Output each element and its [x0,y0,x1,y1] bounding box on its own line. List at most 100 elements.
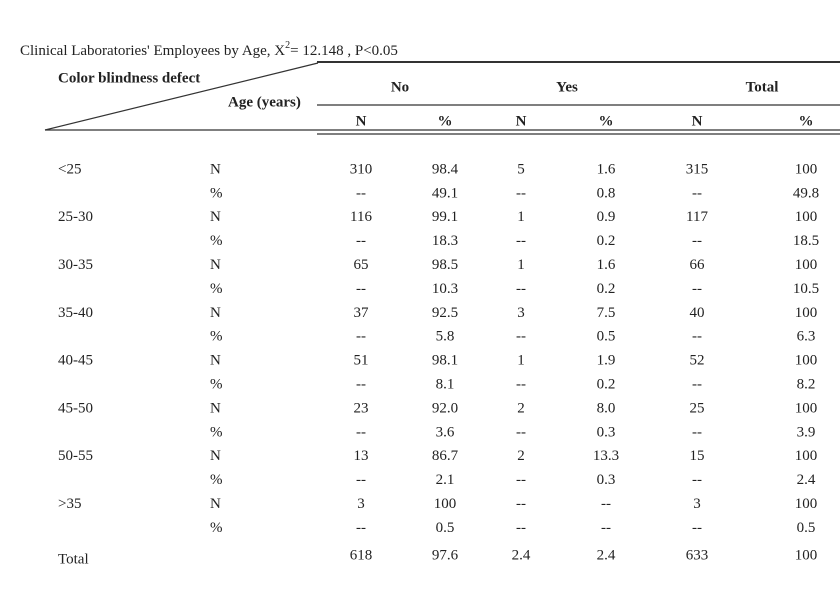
cell: 65 [354,257,369,273]
subheader: % [599,113,614,129]
cell: 15 [690,448,705,464]
cell: 0.9 [597,209,616,225]
cell: 8.1 [436,377,455,393]
cell: 100 [795,209,818,225]
cell: -- [356,472,366,488]
cell: 2.1 [436,472,455,488]
cell: 315 [686,161,709,177]
cell: 618 [350,547,373,563]
row-label: <25 [58,161,81,177]
cell: -- [692,185,702,201]
group-header: Yes [556,79,578,95]
title-sup: 2 [285,40,290,51]
row-label: 50-55 [58,448,93,464]
subheader: % [438,113,453,129]
cell: 52 [690,353,705,369]
group-header: Total [746,79,779,95]
cell: 99.1 [432,209,458,225]
cell: 97.6 [432,547,459,563]
cell: 0.2 [597,377,616,393]
cell: 100 [795,305,818,321]
cell: 10.5 [793,281,819,297]
row-type: % [210,424,223,440]
cell: 100 [795,496,818,512]
row-type: % [210,472,223,488]
cell: -- [356,329,366,345]
row-label: 40-45 [58,353,93,369]
cell: -- [356,185,366,201]
row-type: N [210,353,221,369]
row-type: N [210,496,221,512]
cell: 5.8 [436,329,455,345]
cell: 40 [690,305,705,321]
group-header: No [391,79,409,95]
subheader: N [516,113,527,129]
cell: 8.2 [797,377,816,393]
cell: -- [516,185,526,201]
cell: 100 [795,400,818,416]
cell: 7.5 [597,305,616,321]
cell: 0.5 [797,520,816,536]
cell: 23 [354,400,369,416]
cell: -- [356,233,366,249]
row-type: N [210,209,221,225]
title-text: Clinical Laboratories' Employees by Age,… [20,43,285,59]
cell: -- [516,281,526,297]
cell: -- [516,520,526,536]
cell: 100 [795,161,818,177]
cell: -- [692,281,702,297]
cell: 3.9 [797,424,816,440]
cell: 92.5 [432,305,458,321]
row-type: % [210,520,223,536]
cell: 100 [795,547,818,563]
cell: 100 [795,257,818,273]
cell: 100 [795,353,818,369]
cell: 116 [350,209,372,225]
cell: 2 [517,400,525,416]
row-label: >35 [58,496,81,512]
row-label: 25-30 [58,209,93,225]
cell: 0.8 [597,185,616,201]
cell: 49.1 [432,185,458,201]
row-type: N [210,257,221,273]
row-type: % [210,377,223,393]
table-title: Clinical Laboratories' Employees by Age,… [20,40,398,59]
cell: 3 [357,496,365,512]
cell: 3 [517,305,525,321]
cell: -- [356,520,366,536]
cell: 1 [517,257,525,273]
title-text: = 12.148 , P<0.05 [290,43,398,59]
cell: -- [692,329,702,345]
cell: 0.5 [597,329,616,345]
cell: 2 [517,448,525,464]
cell: 8.0 [597,400,616,416]
cell: -- [356,377,366,393]
cell: 0.3 [597,472,616,488]
cell: -- [516,496,526,512]
corner-label: Age (years) [228,94,301,110]
row-type: N [210,400,221,416]
cell: 2.4 [797,472,816,488]
cell: 92.0 [432,400,458,416]
cell: 310 [350,161,373,177]
cell: 0.2 [597,233,616,249]
cell: 1.9 [597,353,616,369]
cell: -- [356,424,366,440]
cell: 18.5 [793,233,819,249]
row-type: % [210,281,223,297]
cell: -- [692,472,702,488]
subheader: N [356,113,367,129]
cell: 117 [686,209,708,225]
cell: -- [516,472,526,488]
cell: 25 [690,400,705,416]
cell: 100 [795,448,818,464]
cell: 37 [354,305,370,321]
cell: 0.3 [597,424,616,440]
cell: 98.4 [432,161,459,177]
cell: -- [516,424,526,440]
cell: -- [601,520,611,536]
cell: 3 [693,496,701,512]
row-type: % [210,185,223,201]
cell: -- [516,329,526,345]
cell: 1.6 [597,257,616,273]
